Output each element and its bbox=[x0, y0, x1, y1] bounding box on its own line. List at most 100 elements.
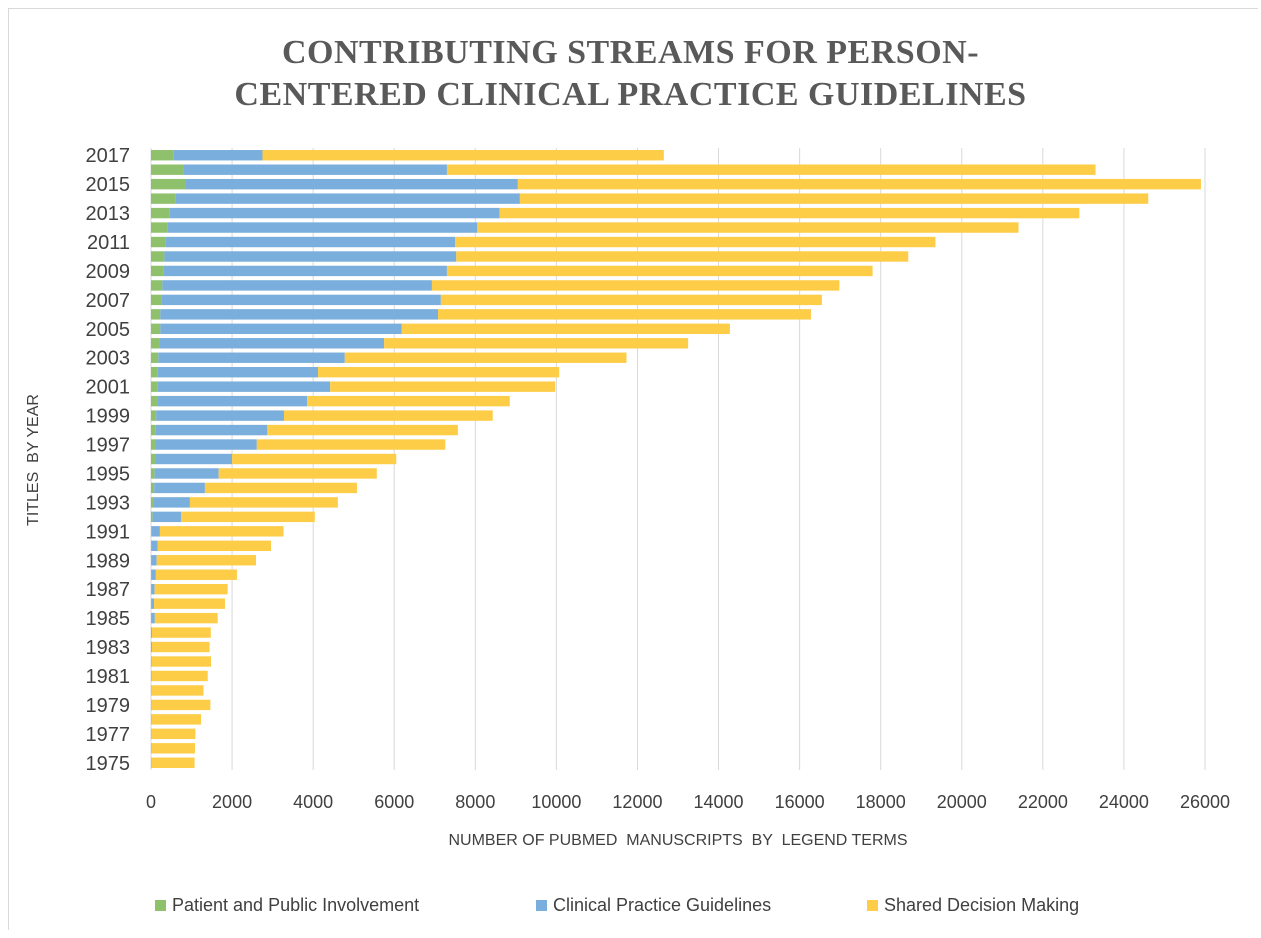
bar-2008-series-1 bbox=[162, 280, 432, 291]
bar-2011-series-2 bbox=[455, 236, 936, 248]
bar-1999-series-1 bbox=[156, 410, 284, 421]
bar-1994-series-0 bbox=[151, 482, 155, 494]
bar-1984-series-1 bbox=[151, 627, 153, 638]
bar-2005-series-1 bbox=[160, 323, 402, 335]
bar-1989-series-1 bbox=[151, 555, 157, 566]
y-tick-label-2015: 2015 bbox=[86, 174, 131, 196]
legend-item-ppi: Patient and Public Involvement bbox=[155, 895, 419, 916]
bar-2011-series-1 bbox=[165, 236, 456, 248]
y-tick-label-2011: 2011 bbox=[87, 232, 130, 254]
legend-label-cpg: Clinical Practice Guidelines bbox=[553, 895, 772, 915]
x-tick-label-14000: 14000 bbox=[694, 792, 744, 812]
bar-1984-series-2 bbox=[152, 627, 211, 638]
bar-2012-series-1 bbox=[167, 222, 478, 233]
bar-1999-series-2 bbox=[283, 410, 493, 421]
bar-2015-series-1 bbox=[185, 178, 518, 190]
bar-1981-series-1 bbox=[151, 670, 152, 682]
bar-2002-series-0 bbox=[151, 367, 158, 378]
x-tick-label-22000: 22000 bbox=[1018, 792, 1068, 812]
chart-title: CONTRIBUTING STREAMS FOR PERSON- CENTERE… bbox=[0, 32, 1261, 116]
bar-1986-series-2 bbox=[154, 598, 225, 609]
bar-2014-series-0 bbox=[151, 193, 176, 204]
bar-2002-series-2 bbox=[318, 367, 560, 378]
bar-2007-series-1 bbox=[161, 294, 441, 306]
bar-1997-series-0 bbox=[151, 439, 156, 450]
bar-1993-series-2 bbox=[189, 497, 338, 508]
bar-2010-series-2 bbox=[456, 251, 909, 262]
chart-frame bbox=[8, 8, 1258, 930]
bar-2017-series-2 bbox=[262, 150, 664, 161]
legend-label-ppi: Patient and Public Involvement bbox=[172, 895, 420, 915]
bar-2009-series-1 bbox=[163, 265, 447, 277]
y-tick-label-2005: 2005 bbox=[86, 319, 131, 341]
bar-2012-series-2 bbox=[477, 222, 1019, 233]
bar-1988-series-1 bbox=[151, 569, 156, 580]
legend-swatch-ppi bbox=[155, 900, 166, 911]
bar-1994-series-1 bbox=[154, 482, 205, 494]
bar-2005-series-0 bbox=[151, 323, 161, 335]
y-tick-label-1983: 1983 bbox=[86, 637, 131, 659]
y-tick-label-1979: 1979 bbox=[86, 695, 131, 717]
y-tick-label-2017: 2017 bbox=[86, 145, 131, 167]
bar-1986-series-1 bbox=[151, 598, 155, 609]
bar-2008-series-0 bbox=[151, 280, 163, 291]
y-tick-label-2013: 2013 bbox=[86, 203, 131, 225]
y-tick-label-1985: 1985 bbox=[86, 608, 131, 630]
bar-2000-series-1 bbox=[157, 395, 308, 407]
bar-1994-series-2 bbox=[204, 482, 357, 494]
legend-item-cpg: Clinical Practice Guidelines bbox=[536, 895, 771, 916]
bar-1997-series-1 bbox=[155, 439, 257, 450]
bar-2001-series-2 bbox=[330, 381, 556, 392]
y-tick-label-2009: 2009 bbox=[86, 261, 131, 283]
bar-1995-series-0 bbox=[151, 468, 155, 479]
bar-1975-series-2 bbox=[151, 757, 195, 768]
bar-1996-series-2 bbox=[232, 453, 397, 465]
bar-2003-series-1 bbox=[158, 352, 345, 363]
bar-1978-series-2 bbox=[151, 714, 202, 725]
bar-1996-series-0 bbox=[151, 453, 156, 465]
bar-1985-series-1 bbox=[151, 612, 155, 624]
bar-1990-series-2 bbox=[157, 540, 271, 551]
bar-2001-series-0 bbox=[151, 381, 158, 392]
x-tick-label-18000: 18000 bbox=[856, 792, 906, 812]
bar-2017-series-0 bbox=[151, 150, 174, 161]
legend-label-sdm: Shared Decision Making bbox=[884, 895, 1080, 915]
bar-1995-series-2 bbox=[218, 468, 377, 479]
x-tick-label-2000: 2000 bbox=[212, 792, 252, 812]
x-tick-label-20000: 20000 bbox=[937, 792, 987, 812]
legend-item-sdm: Shared Decision Making bbox=[867, 895, 1079, 916]
bar-1982-series-1 bbox=[151, 656, 152, 667]
bar-1992-series-1 bbox=[152, 511, 181, 523]
bar-1999-series-0 bbox=[151, 410, 157, 421]
x-tick-label-6000: 6000 bbox=[374, 792, 414, 812]
y-tick-label-1987: 1987 bbox=[86, 579, 131, 601]
bar-2005-series-2 bbox=[401, 323, 730, 335]
bar-1998-series-0 bbox=[151, 424, 156, 436]
bar-1977-series-2 bbox=[151, 728, 196, 740]
bar-1982-series-2 bbox=[151, 656, 211, 667]
bar-1991-series-1 bbox=[151, 526, 160, 537]
bar-1993-series-0 bbox=[151, 497, 154, 508]
bar-2014-series-2 bbox=[519, 193, 1149, 204]
y-tick-label-2001: 2001 bbox=[86, 377, 131, 399]
y-tick-label-1995: 1995 bbox=[86, 463, 131, 485]
bar-1987-series-1 bbox=[151, 583, 155, 595]
bar-2004-series-2 bbox=[384, 338, 689, 349]
bar-1997-series-2 bbox=[256, 439, 446, 450]
y-tick-label-1975: 1975 bbox=[86, 753, 131, 775]
bar-1987-series-2 bbox=[154, 583, 228, 595]
bar-2006-series-0 bbox=[151, 309, 161, 320]
bar-2000-series-0 bbox=[151, 395, 158, 407]
bar-1993-series-1 bbox=[153, 497, 190, 508]
bar-2012-series-0 bbox=[151, 222, 168, 233]
y-tick-label-1989: 1989 bbox=[86, 550, 131, 572]
y-axis-label: TITLES BY YEAR bbox=[25, 394, 42, 526]
bar-2006-series-2 bbox=[438, 309, 811, 320]
bar-2009-series-2 bbox=[446, 265, 873, 277]
bar-1985-series-2 bbox=[154, 612, 218, 624]
bar-2001-series-1 bbox=[157, 381, 331, 392]
bar-1998-series-2 bbox=[267, 424, 458, 436]
bar-2003-series-2 bbox=[344, 352, 627, 363]
legend: Patient and Public Involvement Clinical … bbox=[0, 895, 1261, 921]
